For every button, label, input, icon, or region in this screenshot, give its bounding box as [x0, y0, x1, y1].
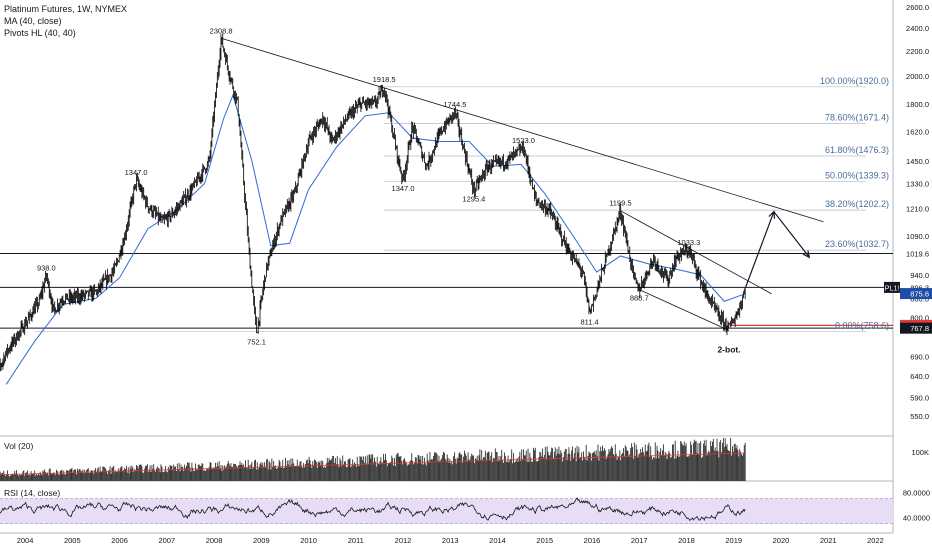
price-axis-label: 1620.0 — [906, 128, 929, 137]
fib-level-label: 78.60%(1671.4) — [825, 112, 889, 122]
price-badge — [900, 322, 932, 334]
ma-legend: MA (40, close) — [4, 16, 62, 26]
price-axis-label: 1800.0 — [906, 100, 929, 109]
fib-level-label: 23.60%(1032.7) — [825, 239, 889, 249]
volume-pane-label: Vol (20) — [4, 441, 34, 451]
pivot-label: 1033.3 — [677, 238, 700, 247]
date-axis-label: 2009 — [253, 536, 270, 545]
pivot-label: 1295.4 — [462, 194, 485, 203]
price-axis-label: 1330.0 — [906, 180, 929, 189]
price-axis-label: 1090.0 — [906, 232, 929, 241]
projection-arrowhead-down — [802, 250, 811, 259]
projection-arrowhead-up — [768, 210, 776, 219]
date-axis-label: 2018 — [678, 536, 695, 545]
date-axis-label: 2010 — [300, 536, 317, 545]
price-axis-label: 640.0 — [910, 372, 929, 381]
trendline — [639, 289, 730, 331]
price-badge-label: 875.6 — [910, 290, 929, 299]
date-axis-label: 2014 — [489, 536, 506, 545]
price-axis-label: 2000.0 — [906, 72, 929, 81]
price-badge-label: 767.8 — [910, 324, 929, 333]
pivot-label: 1347.0 — [392, 184, 415, 193]
date-axis-label: 2020 — [773, 536, 790, 545]
date-axis-label: 2017 — [631, 536, 648, 545]
fib-level-label: 50.00%(1339.3) — [825, 171, 889, 181]
price-axis-label: 1450.0 — [906, 157, 929, 166]
date-axis-label: 2012 — [395, 536, 412, 545]
date-axis-label: 2004 — [17, 536, 34, 545]
date-axis-label: 2007 — [158, 536, 175, 545]
price-badge-label: 896.3 — [910, 283, 929, 292]
rsi-axis-label: 40.0000 — [903, 513, 930, 522]
pivot-label: 1918.5 — [373, 75, 396, 84]
date-axis-label: 2013 — [442, 536, 459, 545]
date-axis-label: 2022 — [867, 536, 884, 545]
date-axis-label: 2005 — [64, 536, 81, 545]
date-axis-label: 2008 — [206, 536, 223, 545]
date-axis-label: 2019 — [725, 536, 742, 545]
date-axis-label: 2016 — [584, 536, 601, 545]
ma-line — [5, 93, 746, 385]
projection-path — [744, 210, 810, 288]
pivot-label: 811.4 — [581, 318, 599, 327]
price-axis-label: 590.0 — [910, 394, 929, 403]
price-axis-label: 940.0 — [910, 271, 929, 280]
pattern-annotation: 2-bot. — [717, 345, 740, 355]
pivot-label: 1523.0 — [512, 136, 535, 145]
price-axis-label: 2200.0 — [906, 47, 929, 56]
price-axis-label: 2400.0 — [906, 24, 929, 33]
date-axis-label: 2021 — [820, 536, 837, 545]
fib-level-label: 38.20%(1202.2) — [825, 199, 889, 209]
volume-ma-line — [0, 452, 746, 476]
price-axis-label: 690.0 — [910, 352, 929, 361]
price-axis-label: 800.0 — [910, 313, 929, 322]
pivot-label: 1347.0 — [125, 168, 148, 177]
rsi-line — [0, 497, 746, 522]
trendline — [620, 210, 772, 295]
symbol-badge-label: PL1! — [885, 285, 899, 292]
price-axis-label: 2600.0 — [906, 3, 929, 12]
pivot-label: 1744.5 — [444, 100, 467, 109]
chart-title: Platinum Futures, 1W, NYMEX — [4, 4, 128, 14]
fib-level-label: 100.00%(1920.0) — [820, 76, 889, 86]
price-badge — [900, 247, 932, 259]
volume-axis-label: 100K — [911, 448, 929, 457]
rsi-band — [0, 498, 893, 524]
date-axis-label: 2015 — [536, 536, 553, 545]
date-axis-label: 2006 — [111, 536, 128, 545]
price-badge-label: 1019.6 — [906, 249, 929, 258]
price-badge — [900, 288, 932, 300]
pivots-legend: Pivots HL (40, 40) — [4, 28, 76, 38]
pivot-label: 938.0 — [37, 263, 56, 272]
price-axis-label: 550.0 — [910, 412, 929, 421]
pivot-label: 1199.5 — [609, 199, 631, 208]
price-axis-label: 1210.0 — [906, 204, 929, 213]
pivot-label: 888.7 — [630, 294, 649, 303]
pivot-label: 2308.8 — [210, 26, 233, 35]
rsi-pane-label: RSI (14, close) — [4, 488, 61, 498]
rsi-axis-label: 80.0000 — [903, 488, 930, 497]
date-axis-label: 2011 — [348, 536, 364, 545]
pivot-label: 752.1 — [247, 338, 266, 347]
fib-level-label: 61.80%(1476.3) — [825, 145, 889, 155]
symbol-badge — [884, 281, 900, 293]
trendline — [221, 37, 824, 223]
fib-level-label: 0.00%(758.6) — [835, 320, 889, 330]
price-badge — [900, 281, 932, 293]
